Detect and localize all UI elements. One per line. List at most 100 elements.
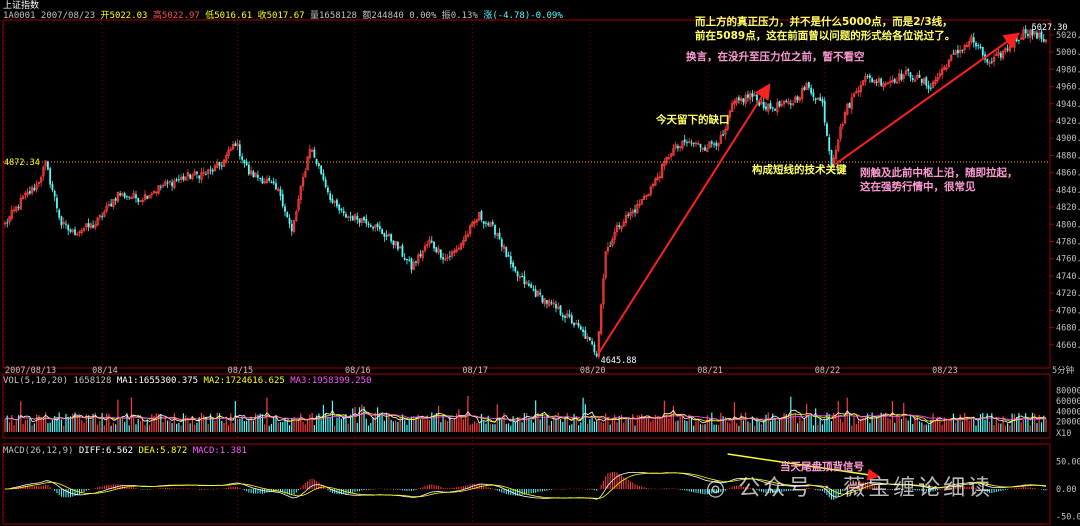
candle-body: [466, 234, 470, 237]
candle-body: [733, 100, 736, 105]
index-name: 上证指数: [3, 1, 40, 11]
candle-body: [126, 196, 128, 198]
price-tick-label: 4900.00: [1056, 134, 1080, 144]
candle-body: [767, 103, 770, 112]
candle-body: [525, 281, 528, 285]
candle-body: [586, 336, 589, 340]
candle-body: [866, 75, 869, 77]
candle-body: [706, 148, 709, 152]
candle-body: [225, 155, 228, 162]
volume-panel: [4, 395, 1047, 432]
candle-body: [24, 193, 27, 196]
candle-body: [1029, 30, 1032, 38]
candle-body: [880, 78, 883, 86]
candle-body: [333, 200, 336, 203]
price-tick-label: 4660.00: [1056, 341, 1080, 351]
candle-body: [588, 337, 591, 341]
candle-body: [1033, 31, 1036, 35]
candle-body: [485, 222, 487, 224]
volume-tick-label: 600000: [1056, 397, 1080, 407]
candle-body: [943, 66, 946, 71]
candle-body: [182, 176, 185, 180]
candle-body: [977, 45, 980, 47]
annotation-touch-line1: 刚触及此前中枢上沿，随即拉起，: [860, 167, 1018, 179]
candle-body: [920, 78, 923, 83]
price-tick-label: 4760.00: [1056, 255, 1080, 265]
candle-body: [130, 197, 133, 199]
candle-body: [873, 79, 876, 83]
candle-body: [10, 209, 13, 219]
candle-body: [435, 247, 438, 253]
candle-body: [579, 326, 582, 330]
candle-body: [376, 223, 379, 228]
candle-body: [658, 176, 662, 179]
candle-body: [979, 46, 982, 49]
candle-body: [902, 74, 905, 79]
candle-body: [573, 322, 575, 326]
price-tick-label: 4700.00: [1056, 306, 1080, 316]
candle-body: [674, 144, 677, 149]
candle-body: [502, 245, 506, 249]
candle-body: [222, 159, 226, 168]
candle-body: [164, 181, 167, 186]
candle-body: [189, 174, 192, 179]
candle-body: [245, 161, 248, 165]
candle-body: [152, 191, 156, 194]
quote-header-row: 1A0001 2007/08/23 开5022.03 高5022.97 低501…: [3, 11, 563, 22]
candle-body: [211, 169, 214, 172]
candle-body: [123, 193, 126, 198]
candle-body: [349, 216, 352, 218]
candle-body: [762, 101, 765, 109]
candle-body: [213, 165, 217, 171]
candle-body: [861, 80, 865, 86]
candle-body: [342, 210, 345, 214]
candle-body: [327, 187, 329, 193]
candle-body: [209, 169, 212, 171]
candle-body: [353, 214, 357, 220]
annotation-touch-line2: 这在强势行情中，很常见: [860, 181, 976, 193]
price-tick-label: 4940.00: [1056, 100, 1080, 110]
volume-value: 量1658128: [309, 11, 357, 21]
candle-body: [530, 284, 533, 288]
candle-body: [568, 314, 571, 317]
candle-body: [478, 212, 481, 221]
candle-body: [645, 195, 648, 198]
candle-body: [37, 182, 41, 185]
candle-body: [1011, 45, 1014, 47]
candle-body: [852, 93, 856, 97]
price-panel: [3, 25, 1048, 360]
candle-body: [800, 88, 804, 100]
candle-body: [665, 156, 668, 163]
candle-body: [252, 171, 255, 178]
candle-body: [186, 172, 190, 177]
candle-body: [518, 276, 522, 278]
candle-body: [593, 344, 596, 353]
candle-body: [33, 187, 36, 191]
candle-body: [19, 198, 22, 210]
date-tick-label: 08/17: [462, 366, 488, 376]
reference-label: 4872.34: [4, 158, 40, 168]
candle-body: [911, 78, 914, 80]
candle-body: [191, 175, 194, 179]
candle-body: [778, 100, 781, 107]
candle-body: [207, 169, 210, 175]
high-label: 5027.30: [1032, 23, 1068, 33]
candle-body: [640, 199, 643, 205]
candle-body: [599, 304, 603, 334]
candle-body: [442, 257, 444, 260]
candle-body: [514, 266, 517, 272]
candle-body: [313, 149, 316, 158]
candle-body: [171, 182, 174, 187]
candle-body: [500, 239, 503, 247]
change-pct-value: 0.00%: [409, 11, 437, 21]
candle-body: [331, 198, 334, 203]
volume-tick-label: 400000: [1056, 407, 1080, 417]
candle-body: [143, 194, 147, 200]
candle-body: [44, 160, 47, 167]
candle-body: [582, 329, 584, 332]
candle-body: [254, 172, 257, 178]
candle-body: [403, 257, 406, 260]
macd-header: MACD(26,12,9) DIFF:6.562 DEA:5.872 MACD:…: [3, 446, 247, 457]
candle-body: [345, 214, 347, 218]
candle-body: [527, 283, 530, 286]
